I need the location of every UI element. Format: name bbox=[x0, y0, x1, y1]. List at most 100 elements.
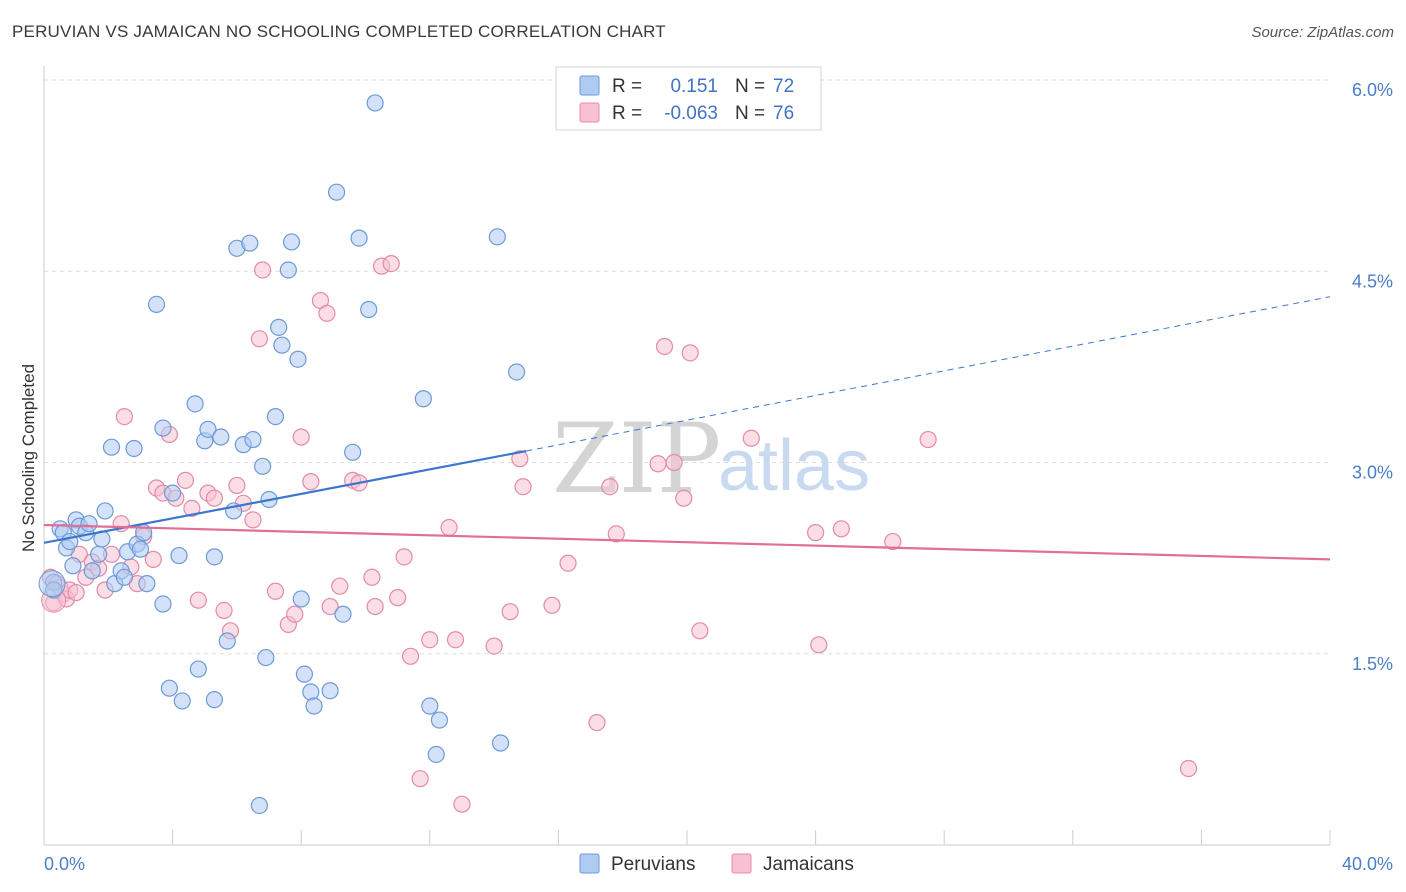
jamaicans-point-35 bbox=[254, 261, 272, 279]
peruvians-point-67 bbox=[421, 697, 439, 715]
peruvians-point-28 bbox=[160, 679, 178, 697]
jamaicans-point-76 bbox=[832, 520, 850, 538]
jamaicans-point-71 bbox=[675, 489, 693, 507]
peruvians-point-43 bbox=[241, 234, 259, 252]
jamaicans-point-65 bbox=[588, 713, 606, 732]
jamaicans-point-56 bbox=[440, 518, 458, 537]
y-tick-label-3: 6.0% bbox=[1352, 80, 1393, 100]
jamaicans-point-15 bbox=[115, 408, 133, 426]
y-tick-label-1: 3.0% bbox=[1352, 463, 1393, 483]
peruvians-point-59 bbox=[321, 682, 339, 700]
bottom-legend-swatch-peruvians bbox=[579, 853, 600, 874]
jamaicans-point-47 bbox=[363, 568, 381, 586]
peruvians-point-61 bbox=[334, 605, 352, 623]
peruvians-point-56 bbox=[295, 665, 314, 683]
legend-swatch-jamaicans bbox=[579, 102, 600, 123]
peruvians-point-30 bbox=[170, 546, 188, 565]
peruvians-trend-extension bbox=[526, 296, 1331, 452]
peruvians-point-63 bbox=[350, 229, 368, 247]
tick-labels: 1.5% 3.0% 4.5% 6.0% 0.0% 40.0% bbox=[44, 80, 1393, 874]
jamaicans-point-28 bbox=[205, 489, 223, 507]
peruvians-point-35 bbox=[199, 420, 217, 438]
trend-lines bbox=[43, 296, 1331, 561]
peruvians-point-12 bbox=[90, 545, 108, 563]
peruvians-point-69 bbox=[430, 711, 449, 729]
y-axis-label: No Schooling Completed bbox=[19, 364, 38, 552]
jamaicans-point-79 bbox=[919, 430, 937, 449]
peruvians-point-39 bbox=[218, 632, 236, 650]
peruvians-point-37 bbox=[205, 691, 223, 709]
jamaicans-point-69 bbox=[655, 337, 674, 356]
legend-n-label-peruvians: N = bbox=[735, 76, 765, 97]
jamaicans-point-7 bbox=[67, 583, 85, 602]
jamaicans-point-48 bbox=[366, 597, 384, 616]
peruvians-point-38 bbox=[212, 428, 230, 446]
grid-lines bbox=[44, 79, 1330, 655]
legend-swatch-peruvians bbox=[579, 75, 600, 96]
watermark-atlas-text: atlas bbox=[718, 426, 870, 506]
jamaicans-point-78 bbox=[884, 532, 902, 551]
peruvians-point-31 bbox=[173, 692, 191, 710]
jamaicans-point-31 bbox=[228, 476, 246, 495]
jamaicans-point-80 bbox=[1179, 759, 1198, 778]
peruvians-point-15 bbox=[102, 438, 121, 456]
jamaicans-point-36 bbox=[266, 582, 285, 600]
peruvians-point-60 bbox=[327, 183, 346, 201]
peruvians-point-54 bbox=[289, 350, 307, 368]
peruvians-point-62 bbox=[344, 443, 362, 461]
jamaicans-point-55 bbox=[421, 631, 439, 649]
watermark: ZIP atlas bbox=[552, 403, 870, 515]
legend-frame bbox=[555, 66, 822, 131]
jamaicans-point-74 bbox=[742, 429, 760, 447]
source-label: Source: ZipAtlas.com bbox=[1251, 24, 1394, 41]
jamaicans-point-72 bbox=[681, 344, 699, 362]
jamaicans-point-73 bbox=[691, 622, 709, 640]
peruvians-point-10 bbox=[80, 515, 98, 533]
jamaicans-points bbox=[41, 255, 1198, 813]
jamaicans-point-26 bbox=[189, 591, 207, 609]
jamaicans-point-68 bbox=[649, 455, 667, 473]
peruvians-point-51 bbox=[273, 336, 291, 354]
legend-r-value-peruvians: 0.151 bbox=[670, 76, 718, 97]
axes bbox=[43, 66, 1331, 846]
jamaicans-point-25 bbox=[183, 499, 201, 517]
jamaicans-point-38 bbox=[286, 605, 304, 623]
jamaicans-point-59 bbox=[485, 637, 503, 655]
x-tick-label-1: 40.0% bbox=[1342, 854, 1393, 874]
chart-title: PERUVIAN VS JAMAICAN NO SCHOOLING COMPLE… bbox=[12, 22, 666, 41]
peruvians-point-70 bbox=[488, 228, 506, 246]
jamaicans-point-33 bbox=[244, 511, 262, 529]
jamaicans-point-66 bbox=[601, 478, 619, 496]
jamaicans-point-34 bbox=[250, 330, 269, 348]
legend-n-value-jamaicans: 76 bbox=[773, 103, 794, 124]
peruvians-point-52 bbox=[279, 261, 297, 279]
jamaicans-point-54 bbox=[411, 770, 429, 788]
peruvians-point-22 bbox=[131, 540, 150, 558]
peruvians-point-47 bbox=[257, 648, 275, 667]
legend-r-label-peruvians: R = bbox=[612, 76, 642, 97]
jamaicans-point-75 bbox=[806, 524, 825, 542]
watermark-zip-text: ZIP bbox=[552, 403, 721, 515]
peruvians-point-20 bbox=[125, 439, 143, 458]
y-tick-label-2: 4.5% bbox=[1352, 271, 1393, 291]
x-tick-label-0: 0.0% bbox=[44, 854, 85, 874]
peruvians-point-58 bbox=[305, 697, 323, 715]
jamaicans-point-61 bbox=[511, 450, 529, 468]
peruvians-point-32 bbox=[186, 395, 204, 413]
peruvians-point-33 bbox=[189, 660, 207, 678]
peruvians-point-49 bbox=[266, 408, 285, 426]
jamaicans-point-58 bbox=[453, 795, 471, 813]
peruvians-cluster-point bbox=[38, 570, 66, 598]
peruvians-point-46 bbox=[254, 457, 272, 475]
peruvians-point-11 bbox=[83, 562, 101, 580]
peruvians-point-27 bbox=[154, 419, 172, 437]
peruvians-point-50 bbox=[270, 318, 288, 336]
jamaicans-point-77 bbox=[810, 636, 828, 654]
bottom-legend-peruvians: Peruvians bbox=[611, 854, 696, 875]
peruvians-point-18 bbox=[115, 568, 133, 586]
bottom-legend: Peruvians Jamaicans bbox=[579, 853, 854, 875]
peruvians-point-24 bbox=[138, 575, 156, 593]
peruvians-point-14 bbox=[96, 502, 114, 520]
jamaicans-point-62 bbox=[514, 478, 532, 496]
jamaicans-point-64 bbox=[559, 554, 577, 572]
